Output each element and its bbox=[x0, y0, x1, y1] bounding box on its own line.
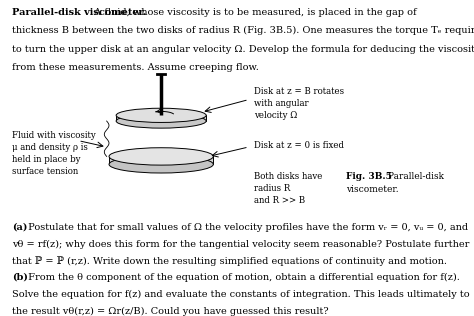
Text: Parallel-disk viscometer.: Parallel-disk viscometer. bbox=[12, 8, 146, 17]
Text: viscometer.: viscometer. bbox=[346, 185, 399, 194]
Text: Parallel-disk: Parallel-disk bbox=[385, 172, 444, 181]
Text: Fig. 3B.5: Fig. 3B.5 bbox=[346, 172, 392, 181]
Text: to turn the upper disk at an angular velocity Ω. Develop the formula for deducin: to turn the upper disk at an angular vel… bbox=[12, 45, 474, 53]
Text: and R >> B: and R >> B bbox=[254, 196, 305, 205]
Polygon shape bbox=[109, 156, 213, 164]
Text: (a): (a) bbox=[12, 223, 27, 232]
Text: A fluid, whose viscosity is to be measured, is placed in the gap of: A fluid, whose viscosity is to be measur… bbox=[91, 8, 417, 17]
Text: radius R: radius R bbox=[254, 184, 290, 193]
Text: Disk at z = 0 is fixed: Disk at z = 0 is fixed bbox=[254, 141, 344, 149]
Ellipse shape bbox=[116, 108, 206, 123]
Polygon shape bbox=[116, 115, 206, 121]
Text: from these measurements. Assume creeping flow.: from these measurements. Assume creeping… bbox=[12, 63, 259, 72]
Text: Both disks have: Both disks have bbox=[254, 172, 322, 181]
Text: vθ = rf(z); why does this form for the tangential velocity seem reasonable? Post: vθ = rf(z); why does this form for the t… bbox=[12, 240, 469, 249]
Text: (b): (b) bbox=[12, 273, 27, 282]
Text: with angular: with angular bbox=[254, 99, 308, 108]
Text: thickness B between the two disks of radius R (Fig. 3B.5). One measures the torq: thickness B between the two disks of rad… bbox=[12, 26, 474, 35]
Text: the result vθ(r,z) = Ωr(z/B). Could you have guessed this result?: the result vθ(r,z) = Ωr(z/B). Could you … bbox=[12, 307, 328, 316]
Text: Postulate that for small values of Ω the velocity profiles have the form vᵣ = 0,: Postulate that for small values of Ω the… bbox=[25, 223, 468, 232]
Text: velocity Ω: velocity Ω bbox=[254, 111, 297, 120]
Text: μ and density ρ is: μ and density ρ is bbox=[12, 143, 88, 152]
Ellipse shape bbox=[116, 114, 206, 128]
Ellipse shape bbox=[109, 148, 213, 165]
Text: Fluid with viscosity: Fluid with viscosity bbox=[12, 131, 96, 140]
Text: held in place by: held in place by bbox=[12, 155, 81, 164]
Text: Disk at z = B rotates: Disk at z = B rotates bbox=[254, 87, 344, 96]
Ellipse shape bbox=[109, 156, 213, 173]
Text: that ℙ = ℙ (r,z). Write down the resulting simplified equations of continuity an: that ℙ = ℙ (r,z). Write down the resulti… bbox=[12, 256, 447, 266]
Text: From the θ component of the equation of motion, obtain a differential equation f: From the θ component of the equation of … bbox=[25, 273, 460, 282]
Text: surface tension: surface tension bbox=[12, 167, 78, 176]
Text: Solve the equation for f(z) and evaluate the constants of integration. This lead: Solve the equation for f(z) and evaluate… bbox=[12, 290, 469, 299]
